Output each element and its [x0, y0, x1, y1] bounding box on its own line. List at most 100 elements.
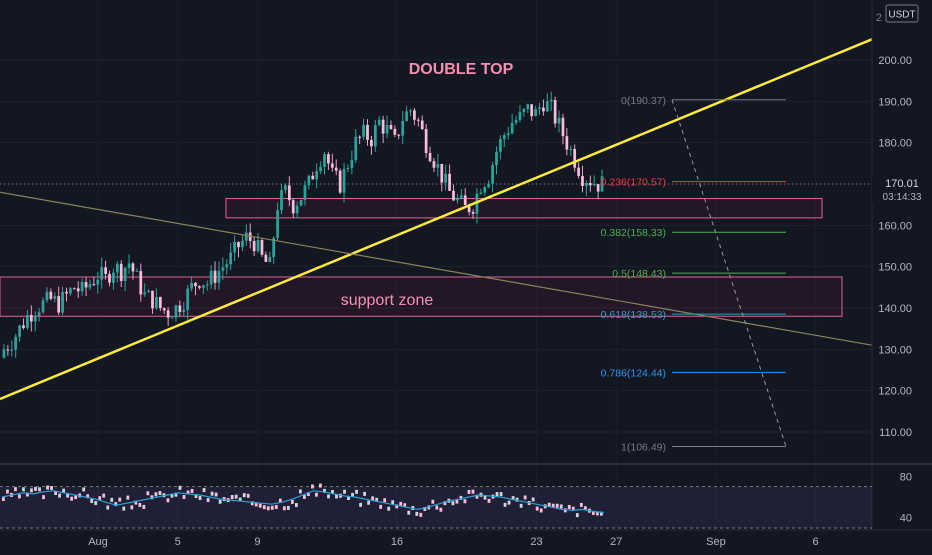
fib-level-label: 0.5(148.43)	[612, 268, 666, 280]
candle	[424, 123, 428, 158]
oscillator-bar	[347, 496, 350, 501]
oscillator-bar	[150, 495, 154, 500]
candle	[29, 305, 33, 332]
candle	[76, 281, 80, 298]
oscillator-bar	[38, 487, 41, 492]
candle	[334, 159, 338, 175]
candle	[104, 260, 107, 280]
candle	[92, 276, 96, 286]
candle	[569, 145, 573, 157]
time-tick-label: 16	[391, 536, 403, 548]
fib-level-label: 0.618(138.53)	[601, 309, 666, 321]
oscillator-bar	[282, 506, 286, 511]
oscillator-bar	[294, 503, 298, 508]
oscillator-bar	[419, 512, 423, 517]
oscillator-bar	[315, 492, 318, 497]
candle	[311, 171, 315, 180]
oscillator-bar	[106, 505, 110, 510]
fibonacci-retracement[interactable]: 0(190.37) 0.236(170.57) 0.382(158.33) 0.5(1…	[601, 95, 787, 454]
oscillator-bar	[198, 496, 202, 501]
fib-level-label: 1(106.49)	[621, 442, 666, 454]
candle	[452, 184, 455, 201]
candle	[522, 107, 526, 117]
oscillator-bar	[30, 488, 33, 493]
time-tick-label: 23	[530, 536, 542, 548]
oscillator-bar	[591, 510, 595, 515]
oscillator-bar	[6, 489, 9, 494]
oscillator-tick-label: 40	[900, 513, 912, 525]
candle	[88, 279, 92, 291]
price-tick-label: 110.00	[879, 427, 912, 439]
candle	[127, 254, 131, 274]
candle	[45, 287, 49, 303]
oscillator-bar	[70, 496, 74, 501]
candle	[112, 268, 115, 290]
oscillator-bar	[266, 506, 270, 511]
candle	[295, 201, 299, 219]
pattern-label: DOUBLE TOP	[409, 61, 514, 78]
oscillator-bar	[523, 495, 527, 500]
oscillator-bar	[331, 490, 334, 495]
oscillator-bar	[375, 497, 379, 502]
trendline-rising[interactable]	[0, 38, 872, 401]
oscillator-bar	[351, 492, 354, 497]
candle	[350, 150, 354, 175]
candle	[409, 108, 412, 117]
price-grid	[0, 59, 872, 433]
oscillator-bar	[323, 488, 326, 493]
candle	[397, 134, 401, 140]
price-tick-label: 120.00	[878, 386, 912, 398]
time-axis[interactable]: Aug 5 9 16 23 27 Sep 6	[88, 536, 818, 548]
oscillator-bar	[335, 494, 338, 499]
candle	[577, 162, 580, 179]
fib-trend-line[interactable]	[671, 99, 787, 447]
oscillator-bar	[146, 491, 150, 496]
currency-badge[interactable]	[885, 4, 919, 23]
trendline-falling[interactable]	[0, 191, 872, 346]
candle	[233, 235, 236, 262]
candle	[557, 110, 561, 133]
trendlines[interactable]	[0, 38, 872, 401]
candle	[264, 251, 268, 263]
oscillator-bar	[575, 513, 579, 518]
candle	[276, 202, 279, 242]
oscillator-tick-label: 80	[900, 471, 912, 483]
candle	[471, 209, 475, 219]
oscillator-bar	[154, 492, 158, 497]
candle	[33, 311, 37, 332]
oscillator-bar	[86, 494, 90, 499]
candle	[354, 129, 358, 163]
oscillator-bar	[467, 489, 471, 494]
candle	[338, 168, 342, 194]
candle	[475, 188, 479, 224]
time-tick-label: 5	[175, 536, 181, 548]
candle	[549, 91, 553, 111]
price-tick-label: 150.00	[878, 262, 912, 274]
candle	[65, 287, 68, 302]
support-zone-box[interactable]	[225, 197, 823, 219]
oscillator-bar	[475, 494, 479, 499]
candle	[209, 265, 213, 289]
oscillator-bar	[238, 497, 242, 502]
oscillator-bar	[102, 493, 106, 498]
oscillator-bar	[531, 497, 535, 502]
candle	[585, 180, 588, 196]
oscillator-bar	[571, 506, 575, 511]
candle	[80, 278, 84, 296]
oscillator-bar	[118, 497, 122, 502]
oscillator-bar	[383, 498, 387, 503]
candle	[147, 289, 150, 293]
candle	[307, 174, 311, 190]
candle	[61, 286, 64, 315]
oscillator-bar	[579, 502, 583, 507]
candle	[592, 175, 596, 187]
candle	[502, 132, 506, 148]
candle	[166, 307, 170, 326]
oscillator-bar	[547, 502, 551, 507]
oscillator-bar	[98, 496, 102, 501]
candle	[499, 135, 502, 160]
candle	[319, 161, 322, 174]
price-tick-label: 180.00	[878, 138, 912, 150]
